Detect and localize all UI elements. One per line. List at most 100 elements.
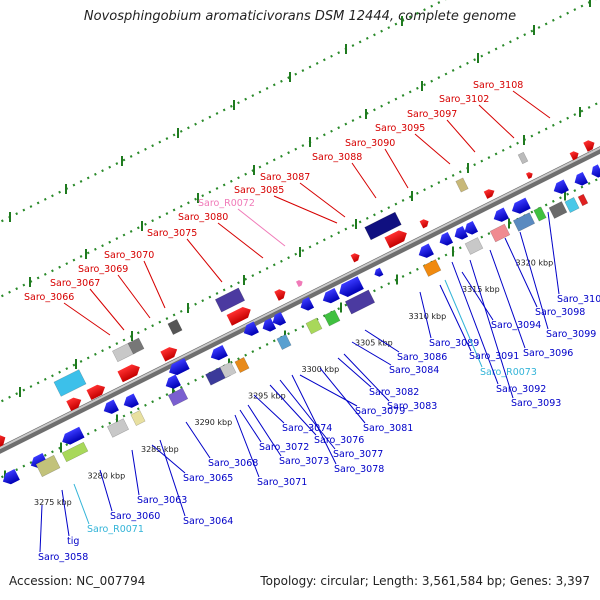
gene-label: Saro_3066: [24, 292, 74, 303]
kbp-ticks: 3275 kbp 3280 kbp 3285 kbp 3290 kbp 3295 kbp…: [34, 259, 553, 507]
gene-label: Saro_3090: [345, 138, 395, 149]
label-leader: [73, 483, 90, 525]
reverse-gene-arrow: [165, 374, 181, 389]
kbp-tick-label: 3275 kbp: [34, 498, 72, 507]
gene-label: Saro_3098: [535, 307, 585, 318]
gene-label: Saro_3088: [312, 152, 362, 163]
label-leader: [99, 469, 113, 512]
reverse-gene-arrow-shape: [439, 231, 454, 246]
kbp-tick-label: 3280 kbp: [88, 471, 126, 480]
reverse-gene-arrow: [2, 469, 20, 485]
feature-box: [548, 201, 568, 219]
reverse-gene-arrow-shape: [591, 164, 600, 178]
gene-label: Saro_3108: [473, 80, 523, 91]
gene-label: Saro_3065: [183, 473, 233, 484]
label-leader: [451, 261, 499, 385]
feature-box-shape: [127, 337, 145, 355]
reverse-gene-arrow: [272, 311, 287, 326]
forward-gene-arrow-shape: [419, 219, 429, 229]
gene-label: tig: [67, 536, 79, 547]
map-title: Novosphingobium aromaticivorans DSM 1244…: [83, 9, 517, 24]
reverse-gene-arrow-shape: [243, 321, 259, 336]
gene-label: Saro_3095: [375, 123, 425, 134]
feature-box-shape: [323, 309, 341, 327]
gene-label: Saro_3063: [137, 495, 187, 506]
label-leader: [299, 182, 346, 218]
feature-box: [564, 197, 580, 213]
reverse-gene-arrow: [262, 317, 277, 332]
feature-box-shape: [53, 369, 87, 397]
kbp-tick-label: 3320 kbp: [516, 259, 554, 268]
label-leader: [319, 367, 366, 424]
gene-label: Saro_3092: [496, 384, 546, 395]
reverse-gene-arrow: [439, 231, 454, 246]
feature-box-shape: [512, 212, 536, 232]
reverse-gene-arrow: [322, 288, 340, 304]
forward-gene-arrow-shape: [525, 172, 533, 180]
gene-label: Saro_3101: [557, 294, 600, 305]
forward-gene-arrow-shape: [226, 306, 251, 326]
forward-gene-arrow-shape: [350, 253, 360, 263]
gene-label: Saro_3075: [147, 228, 197, 239]
gene-label: Saro_3058: [38, 552, 88, 563]
forward-gene-arrow: [569, 151, 579, 161]
reverse-gene-arrow-shape: [169, 358, 190, 376]
reverse-gene-arrow-shape: [272, 311, 287, 326]
feature-box: [130, 410, 146, 426]
gene-label: Saro_3094: [491, 320, 541, 331]
feature-box-shape: [489, 223, 511, 243]
forward-gene-arrow: [117, 364, 140, 383]
feature-box: [167, 319, 183, 335]
gene-label: Saro_3077: [333, 449, 383, 460]
forward-gene-arrow: [583, 140, 595, 152]
label-leader: [343, 353, 390, 402]
gene-label: Saro_3099: [546, 329, 596, 340]
gene-label: Saro_3064: [183, 516, 233, 527]
reverse-gene-arrow: [418, 243, 434, 258]
label-leader: [217, 222, 264, 259]
label-leader: [159, 439, 186, 517]
forward-gene-arrow-shape: [384, 230, 407, 249]
kbp-tick-label: 3310 kbp: [409, 312, 447, 321]
kbp-tick-label: 3315 kbp: [462, 285, 500, 294]
forward-gene-arrow-shape: [160, 347, 178, 362]
feature-box: [53, 369, 87, 397]
forward-gene-arrow-shape: [483, 189, 495, 199]
label-leader: [504, 237, 538, 308]
gene-label: Saro_3069: [78, 264, 128, 275]
reverse-gene-arrow-shape: [165, 374, 181, 389]
reverse-gene-arrow-shape: [2, 469, 20, 485]
feature-box: [577, 193, 589, 207]
forward-gene-arrow: [350, 253, 360, 263]
label-leader: [337, 357, 372, 388]
forward-gene-arrow-shape: [569, 151, 579, 161]
reverse-gene-arrow-shape: [574, 171, 589, 186]
genome-summary: Topology: circular; Length: 3,561,584 bp…: [260, 574, 590, 588]
label-leader: [291, 374, 337, 465]
feature-box-shape: [61, 441, 89, 463]
label-leader: [414, 133, 451, 165]
feature-box-shape: [564, 197, 580, 213]
feature-box-shape: [548, 201, 568, 219]
feature-box-shape: [464, 237, 484, 255]
gene-label: Saro_R0073: [480, 367, 537, 378]
reverse-gene-arrow-shape: [300, 296, 315, 311]
gene-label: Saro_3102: [439, 94, 489, 105]
feature-box: [35, 454, 61, 478]
feature-box-shape: [517, 151, 529, 165]
reverse-gene-arrow-shape: [322, 288, 340, 304]
feature-box: [455, 177, 469, 193]
feature-box-shape: [219, 361, 237, 379]
feature-box: [234, 357, 250, 373]
gene-label: Saro_3079: [355, 406, 405, 417]
forward-gene-arrow: [483, 189, 495, 199]
forward-gene-arrow: [86, 384, 106, 400]
label-leader: [131, 449, 140, 496]
label-leader: [419, 291, 432, 339]
feature-box-shape: [533, 206, 547, 222]
reverse-gene-arrow-shape: [262, 317, 277, 332]
label-leader: [279, 379, 336, 450]
feature-box-shape: [35, 454, 61, 478]
label-leader: [384, 148, 409, 189]
